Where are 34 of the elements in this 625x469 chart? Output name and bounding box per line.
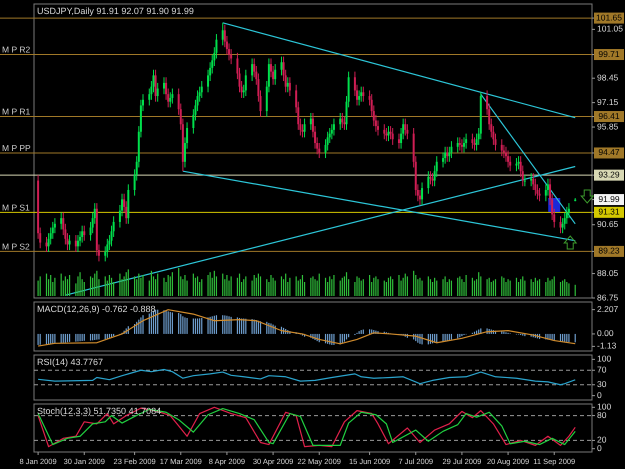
y-tick-label: 101.05	[597, 24, 624, 34]
ref-line-label: M P S2	[2, 241, 30, 252]
ref-line-label: M P R1	[2, 106, 30, 117]
chart-title: USDJPY,Daily 91.91 92.07 91.90 91.99	[37, 6, 194, 16]
y-tick-label: 88.05	[597, 268, 619, 278]
y-tick-label: 95.85	[597, 121, 619, 132]
y-tick-label: 93.29	[598, 169, 620, 180]
y-tick-label: 70	[597, 364, 607, 374]
y-tick-label: 0.00	[597, 328, 614, 338]
chart-title: MACD(12,26,9) -0.762 -0.888	[37, 304, 156, 314]
y-tick-label: 98.45	[597, 72, 619, 82]
y-tick-label: 80	[597, 410, 607, 420]
y-tick-label: -1.13	[597, 340, 617, 351]
y-tick-label: 101.65	[596, 12, 622, 22]
chart-title: RSI(14) 43.7767	[37, 357, 104, 367]
y-tick-label: 20	[597, 434, 607, 445]
ref-line-label: M P R2	[2, 44, 30, 55]
y-tick-label: 100	[597, 402, 612, 412]
y-tick-label: 0	[597, 442, 602, 453]
y-tick-label: 96.41	[598, 110, 620, 121]
y-tick-label: 100	[597, 354, 612, 364]
ref-line-label: M P S1	[2, 202, 30, 212]
y-tick-label: 91.99	[598, 194, 620, 204]
y-tick-label: 30	[597, 379, 607, 390]
y-tick-label: 86.75	[597, 292, 619, 302]
y-tick-label: 99.71	[598, 48, 620, 59]
ref-line-label: M P PP	[2, 142, 31, 153]
y-tick-label: 97.15	[597, 96, 619, 107]
y-tick-label: 90.65	[597, 218, 619, 229]
y-tick-label: 0	[597, 390, 602, 400]
y-tick-label: 94.47	[598, 147, 620, 158]
y-tick-label: 2.207	[597, 304, 619, 314]
y-tick-label: 89.23	[598, 246, 620, 256]
y-tick-label: 91.31	[598, 206, 620, 217]
